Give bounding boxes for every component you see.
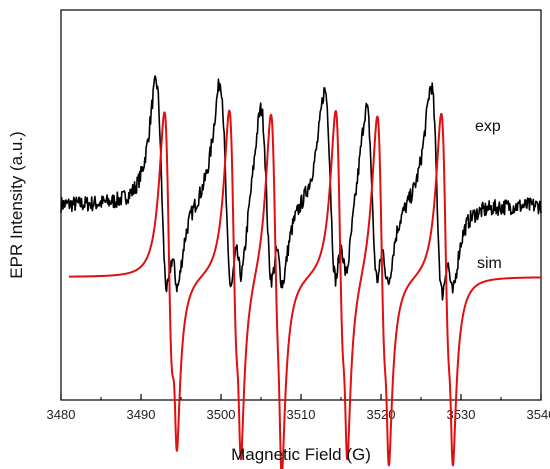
x-tick-label-3480: 3480 bbox=[47, 407, 76, 422]
series-layer bbox=[60, 75, 542, 469]
x-axis-title: Magnetic Field (G) bbox=[231, 445, 371, 464]
x-tick-label-3530: 3530 bbox=[447, 407, 476, 422]
x-tick-label-3500: 3500 bbox=[207, 407, 236, 422]
series-line-sim bbox=[68, 109, 542, 469]
series-label-exp: exp bbox=[475, 118, 501, 135]
x-axis-ticks: 3480 3490 3500 3510 3520 3530 3540 bbox=[47, 394, 550, 422]
x-tick-label-3510: 3510 bbox=[287, 407, 316, 422]
series-label-sim: sim bbox=[477, 255, 502, 272]
y-axis-title: EPR Intensity (a.u.) bbox=[7, 131, 26, 278]
x-tick-label-3490: 3490 bbox=[127, 407, 156, 422]
x-tick-label-3540: 3540 bbox=[527, 407, 550, 422]
x-tick-label-3520: 3520 bbox=[367, 407, 396, 422]
series-line-exp bbox=[60, 75, 542, 301]
